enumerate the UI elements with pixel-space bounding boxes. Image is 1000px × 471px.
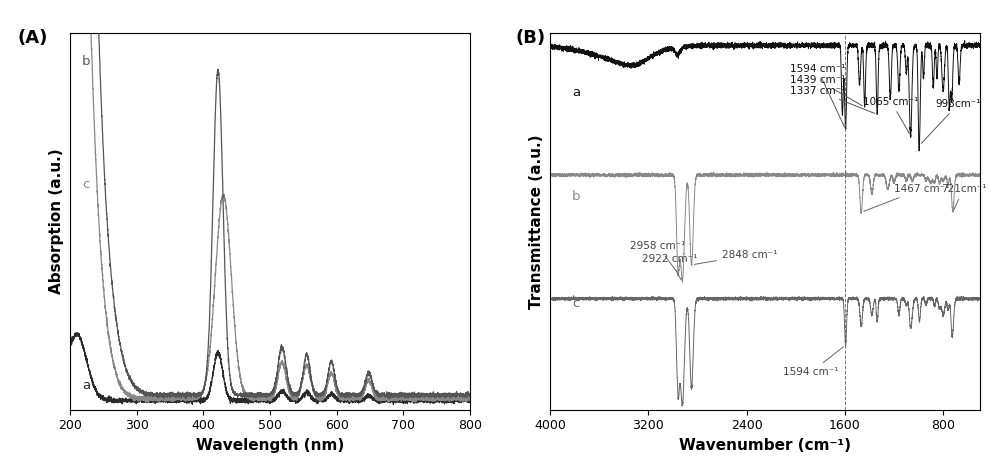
Y-axis label: Absorption (a.u.): Absorption (a.u.) xyxy=(49,148,64,294)
Text: 2848 cm⁻¹: 2848 cm⁻¹ xyxy=(694,250,777,264)
Text: 1439 cm⁻¹: 1439 cm⁻¹ xyxy=(790,74,862,106)
Text: a: a xyxy=(82,379,90,392)
Text: c: c xyxy=(82,178,89,191)
Text: 1065 cm⁻¹: 1065 cm⁻¹ xyxy=(863,97,919,133)
Text: 1594 cm⁻¹: 1594 cm⁻¹ xyxy=(790,64,845,127)
X-axis label: Wavenumber (cm⁻¹): Wavenumber (cm⁻¹) xyxy=(679,438,851,453)
Text: 1337 cm⁻¹: 1337 cm⁻¹ xyxy=(790,86,875,114)
Text: 2922 cm⁻¹: 2922 cm⁻¹ xyxy=(642,254,698,280)
Text: (A): (A) xyxy=(18,29,48,47)
Text: 2958 cm⁻¹: 2958 cm⁻¹ xyxy=(630,241,685,271)
Text: b: b xyxy=(82,55,90,68)
Text: 721cm⁻¹: 721cm⁻¹ xyxy=(941,184,986,210)
Text: (B): (B) xyxy=(516,29,546,47)
Text: 1467 cm⁻¹: 1467 cm⁻¹ xyxy=(864,184,949,211)
X-axis label: Wavelength (nm): Wavelength (nm) xyxy=(196,438,344,453)
Text: b: b xyxy=(572,190,581,203)
Text: c: c xyxy=(572,297,579,310)
Text: 1594 cm⁻¹: 1594 cm⁻¹ xyxy=(783,347,843,377)
Text: a: a xyxy=(572,86,580,99)
Text: 993cm⁻¹: 993cm⁻¹ xyxy=(921,99,981,143)
Y-axis label: Transmittance (a.u.): Transmittance (a.u.) xyxy=(529,134,544,309)
